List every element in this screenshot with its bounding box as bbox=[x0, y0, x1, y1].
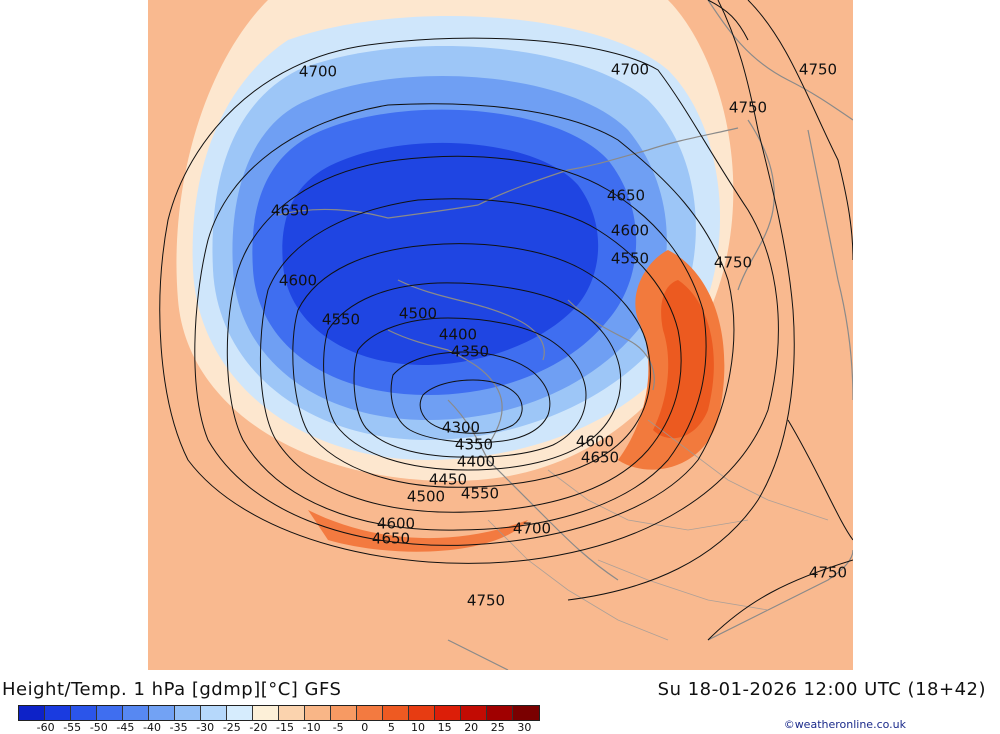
contour-label: 4500 bbox=[398, 304, 438, 323]
contour-label: 4650 bbox=[606, 186, 646, 205]
colorbar-tick: -5 bbox=[332, 721, 344, 734]
contour-label: 4600 bbox=[376, 514, 416, 533]
colorbar-swatch bbox=[227, 706, 253, 720]
contour-label: 4700 bbox=[298, 62, 338, 81]
contour-label: 4650 bbox=[371, 529, 411, 548]
contour-label: 4600 bbox=[575, 432, 615, 451]
colorbar-tick: -50 bbox=[89, 721, 108, 734]
contour-label: 4750 bbox=[466, 591, 506, 610]
weather-map: 4700 4700 4750 4750 4650 4650 4600 4550 4750 4600… bbox=[148, 0, 853, 670]
colorbar-swatch bbox=[45, 706, 71, 720]
colorbar-swatch bbox=[201, 706, 227, 720]
colorbar-tick: -15 bbox=[276, 721, 294, 734]
colorbar-tick: -45 bbox=[116, 721, 135, 734]
colorbar-swatch bbox=[461, 706, 487, 720]
map-field-svg bbox=[148, 0, 853, 670]
colorbar-tick: -25 bbox=[222, 721, 241, 734]
colorbar-swatch bbox=[123, 706, 149, 720]
colorbar-tick: -20 bbox=[249, 721, 268, 734]
contour-label: 4650 bbox=[270, 201, 310, 220]
contour-label: 4350 bbox=[450, 342, 490, 361]
contour-label: 4550 bbox=[321, 310, 361, 329]
colorbar-swatch bbox=[149, 706, 175, 720]
contour-label: 4550 bbox=[610, 249, 650, 268]
contour-label: 4600 bbox=[610, 221, 650, 240]
colorbar-swatch bbox=[175, 706, 201, 720]
map-title: Height/Temp. 1 hPa [gdmp][°C] GFS bbox=[2, 679, 342, 700]
contour-label: 4750 bbox=[798, 60, 838, 79]
contour-label: 4400 bbox=[456, 452, 496, 471]
colorbar-tick: 25 bbox=[490, 721, 505, 734]
contour-label: 4400 bbox=[438, 325, 478, 344]
height-contours bbox=[159, 0, 853, 641]
map-datetime: Su 18-01-2026 12:00 UTC (18+42) bbox=[657, 679, 986, 700]
colorbar-tick: -40 bbox=[143, 721, 161, 734]
colorbar-swatch bbox=[97, 706, 123, 720]
colorbar-tick: 20 bbox=[464, 721, 479, 734]
shade-warm-south bbox=[308, 510, 528, 552]
colorbar-swatch bbox=[279, 706, 305, 720]
colorbar-swatch bbox=[331, 706, 357, 720]
shade-blue-4 bbox=[282, 142, 599, 365]
colorbar-swatch bbox=[305, 706, 331, 720]
colorbar-swatch bbox=[487, 706, 513, 720]
colorbar-swatch bbox=[409, 706, 435, 720]
colorbar-tick: 30 bbox=[517, 721, 532, 734]
contour-label: 4600 bbox=[278, 271, 318, 290]
contour-label: 4450 bbox=[428, 470, 468, 489]
colorbar-tick: -60 bbox=[36, 721, 55, 734]
colorbar-swatch bbox=[383, 706, 409, 720]
temperature-colorbar bbox=[18, 705, 540, 721]
colorbar-tick: 10 bbox=[411, 721, 425, 734]
colorbar-tick: -55 bbox=[63, 721, 82, 734]
colorbar-tick: -35 bbox=[169, 721, 188, 734]
contour-label: 4550 bbox=[460, 484, 500, 503]
colorbar-tick: -10 bbox=[302, 721, 321, 734]
colorbar-tick: -30 bbox=[196, 721, 215, 734]
borders bbox=[487, 419, 829, 641]
colorbar-tick: 15 bbox=[437, 721, 452, 734]
contour-label: 4750 bbox=[713, 253, 753, 272]
colorbar-swatch bbox=[357, 706, 383, 720]
colorbar-tick-labels: -60 -55 -50 -45 -40 -35 -30 -25 -20 -15 -10 -5 0 5 10 1… bbox=[18, 722, 578, 734]
contour-label: 4350 bbox=[454, 435, 494, 454]
contour-label: 4750 bbox=[728, 98, 768, 117]
contour-label: 4750 bbox=[808, 563, 848, 582]
contour-label: 4500 bbox=[406, 487, 446, 506]
colorbar-swatch bbox=[435, 706, 461, 720]
credit-link[interactable]: ©weatheronline.co.uk bbox=[783, 718, 906, 731]
colorbar-tick: 0 bbox=[361, 721, 369, 734]
contour-label: 4700 bbox=[610, 60, 650, 79]
contour-label: 4650 bbox=[580, 448, 620, 467]
colorbar-swatch bbox=[513, 706, 539, 720]
colorbar-swatch bbox=[71, 706, 97, 720]
colorbar-swatch bbox=[253, 706, 279, 720]
contour-label: 4300 bbox=[441, 418, 481, 437]
contour-label: 4700 bbox=[512, 519, 552, 538]
colorbar-swatch bbox=[19, 706, 45, 720]
colorbar-tick: 5 bbox=[387, 721, 395, 734]
